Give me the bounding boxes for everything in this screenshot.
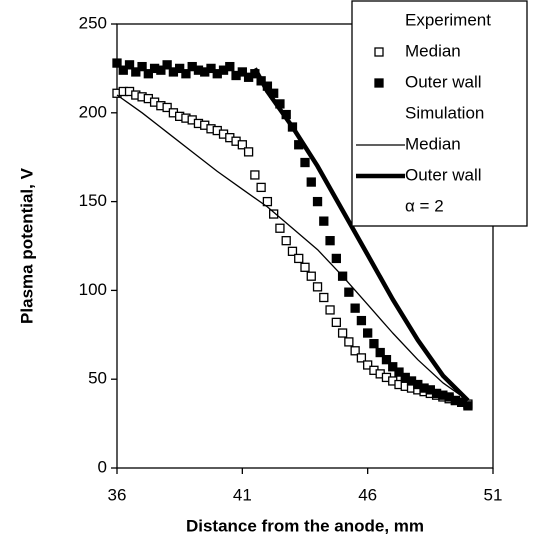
marker xyxy=(394,367,404,377)
marker xyxy=(344,287,354,297)
y-tick-label: 0 xyxy=(98,457,107,476)
marker xyxy=(300,262,310,272)
y-tick-label: 100 xyxy=(79,280,107,299)
marker xyxy=(306,177,316,187)
marker xyxy=(250,170,260,180)
legend-marker xyxy=(374,47,384,57)
marker xyxy=(137,61,147,72)
marker xyxy=(287,246,298,256)
legend-label: Median xyxy=(405,134,461,153)
y-tick-label: 150 xyxy=(79,191,107,210)
marker xyxy=(325,236,335,246)
marker xyxy=(294,253,304,264)
x-axis-label: Distance from the anode, mm xyxy=(186,516,424,535)
legend-marker xyxy=(374,78,384,88)
marker xyxy=(319,216,329,226)
marker xyxy=(350,303,360,313)
marker xyxy=(319,292,329,303)
marker xyxy=(356,353,367,363)
marker xyxy=(162,60,172,70)
marker xyxy=(262,196,273,207)
line xyxy=(252,67,470,403)
plot-frame xyxy=(116,23,494,469)
legend-title: Experiment xyxy=(405,10,491,29)
marker xyxy=(243,147,254,157)
marker xyxy=(306,271,316,281)
marker xyxy=(237,140,247,150)
marker xyxy=(325,305,335,315)
marker xyxy=(206,63,216,74)
marker xyxy=(225,61,235,72)
x-tick-label: 36 xyxy=(108,485,127,504)
marker xyxy=(337,328,348,338)
marker xyxy=(388,362,398,372)
marker xyxy=(363,360,373,370)
legend-label: Median xyxy=(405,41,461,60)
y-axis-label: Plasma potential, V xyxy=(17,167,36,324)
marker xyxy=(312,282,323,292)
legend-label: Outer wall xyxy=(405,165,482,184)
y-tick-label: 250 xyxy=(79,13,107,32)
marker xyxy=(118,65,128,75)
marker xyxy=(356,315,367,326)
marker xyxy=(300,157,310,168)
marker xyxy=(156,65,166,75)
marker xyxy=(131,67,141,77)
marker xyxy=(312,196,323,207)
marker xyxy=(112,58,122,68)
marker xyxy=(237,67,247,77)
y-tick-label: 200 xyxy=(79,102,107,121)
marker xyxy=(181,69,191,79)
marker xyxy=(256,182,266,193)
marker xyxy=(375,347,385,358)
y-tick-label: 50 xyxy=(88,369,107,388)
x-tick-label: 41 xyxy=(233,485,252,504)
legend-label: Outer wall xyxy=(405,72,482,91)
marker xyxy=(275,223,285,233)
marker xyxy=(463,401,473,411)
marker xyxy=(344,337,354,347)
marker xyxy=(162,102,172,113)
legend-title: α = 2 xyxy=(405,196,444,215)
legend-box xyxy=(351,0,528,227)
line xyxy=(116,94,469,402)
marker xyxy=(350,346,360,356)
marker xyxy=(269,209,279,219)
marker xyxy=(331,253,341,264)
x-tick-label: 51 xyxy=(484,485,503,504)
marker xyxy=(281,236,291,246)
x-tick-label: 46 xyxy=(358,485,377,504)
marker xyxy=(363,328,373,338)
marker xyxy=(369,339,379,349)
marker xyxy=(381,355,392,365)
marker xyxy=(143,69,153,79)
marker xyxy=(124,60,135,70)
marker xyxy=(331,317,341,328)
legend-title: Simulation xyxy=(405,103,484,122)
marker xyxy=(175,63,185,74)
